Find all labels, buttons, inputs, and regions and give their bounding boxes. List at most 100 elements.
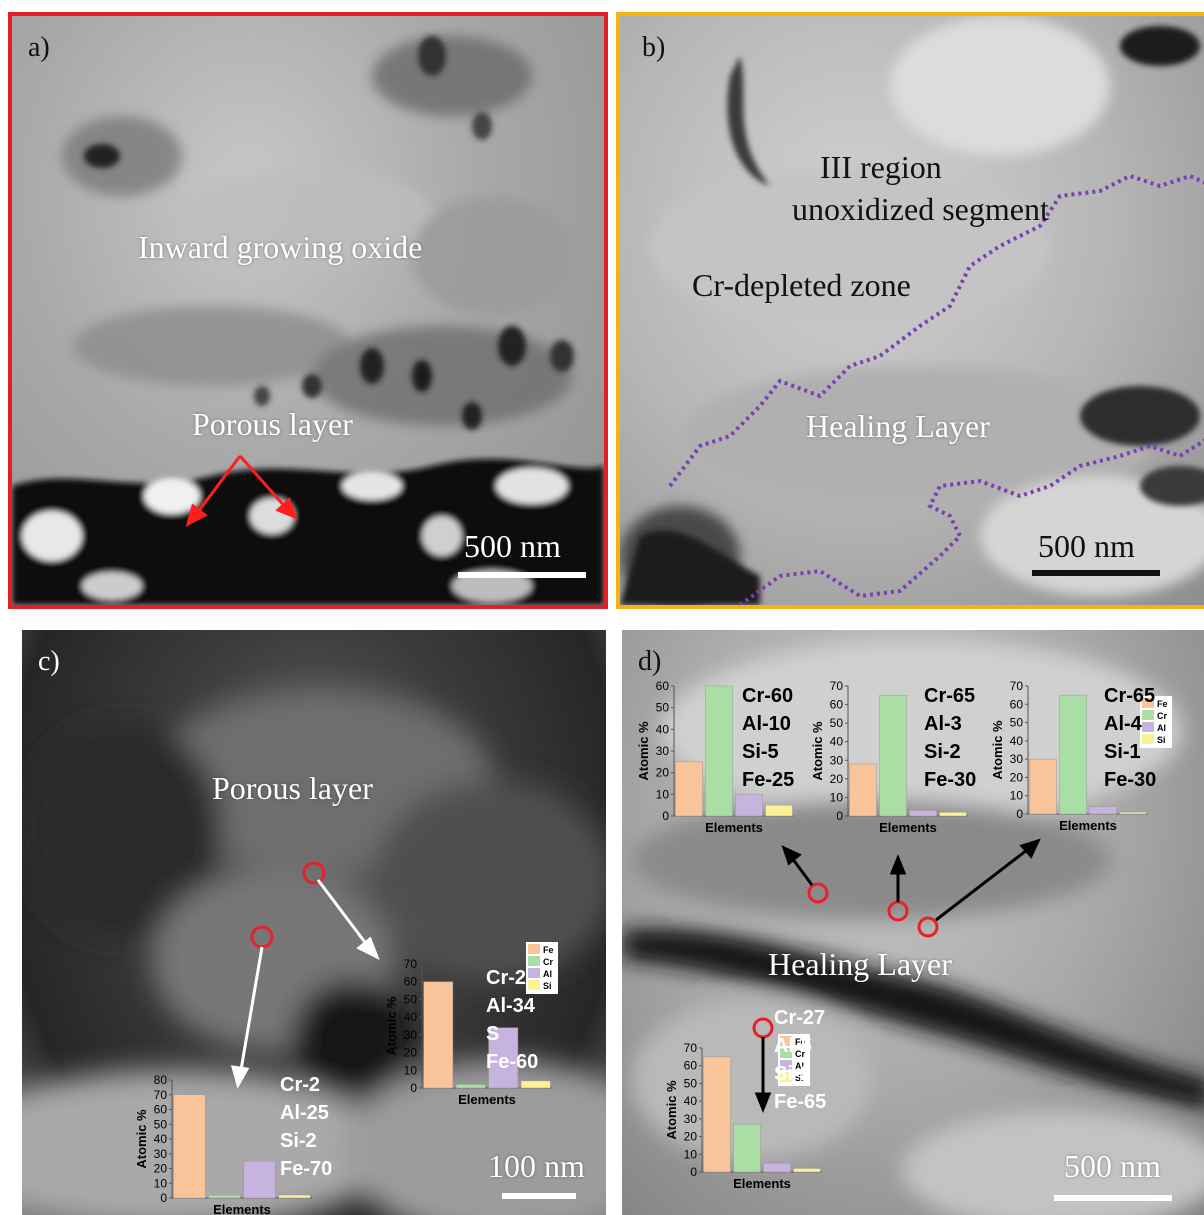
label-cr-depleted-zone: Cr-depleted zone	[692, 267, 911, 303]
label-inward-growing-oxide: Inward growing oxide	[138, 229, 423, 265]
composition-line: Si-1	[1104, 741, 1141, 763]
y-tick-label: 0	[410, 1081, 417, 1095]
bar-fe	[173, 1094, 206, 1199]
composition-d2: Cr-65 Al-3 Si-2 Fe-30	[924, 682, 976, 794]
legend-label-si: Si	[1157, 735, 1166, 745]
y-tick-label: 80	[154, 1073, 168, 1087]
eds-inset-d1: 0 10 20 30 40 50 60 Atomic % Elements Cr-60 Al-1…	[626, 679, 826, 842]
y-axis-label: Atomic %	[990, 720, 1005, 780]
y-axis-label: Atomic %	[384, 996, 399, 1056]
bar-fe	[1029, 758, 1057, 815]
bar-si	[520, 1080, 551, 1089]
legend-swatch-al	[1142, 722, 1154, 732]
y-axis-label: Atomic %	[664, 1080, 679, 1140]
composition-line: Si-2	[924, 741, 961, 763]
y-tick-label: 0	[160, 1191, 167, 1205]
legend-label-fe: Fe	[795, 1037, 806, 1047]
x-axis-label: Elements	[458, 1092, 516, 1107]
y-tick-label: 10	[684, 1147, 698, 1161]
y-tick-label: 30	[1010, 752, 1024, 766]
y-tick-label: 30	[154, 1147, 168, 1161]
bar-chart-d4: 0 10 20 30 40 50 60 70 Atomic % Elements Fe Cr Al Si	[664, 1034, 822, 1191]
bar-fe	[423, 981, 454, 1089]
y-tick-label: 10	[404, 1063, 418, 1077]
eds-inset-d2: 0 10 20 30 40 50 60 70 Atomic % Elements Cr-65 Al…	[808, 679, 988, 842]
eds-inset-d4: 0 10 20 30 40 50 60 70 Atomic % Elements Fe Cr Al Si …	[662, 1004, 912, 1194]
composition-line: Si-2	[280, 1130, 317, 1152]
y-tick-label: 60	[404, 975, 418, 989]
legend-swatch-al	[780, 1060, 792, 1070]
bar-si	[765, 804, 793, 817]
composition-line: Fe-30	[924, 769, 977, 791]
composition-c2: Cr-2 Al-25 Si-2 Fe-70	[280, 1071, 332, 1183]
stem-image-c	[22, 690, 606, 1215]
y-tick-label: 40	[684, 1094, 698, 1108]
y-tick-label: 40	[830, 735, 844, 749]
bar-cr	[879, 695, 907, 817]
composition-line: Si-2	[774, 1063, 811, 1085]
scale-bar	[1032, 570, 1160, 576]
panel-letter: a)	[28, 32, 50, 63]
label-healing-layer: Healing Layer	[806, 408, 990, 444]
bar-cr	[1059, 694, 1087, 815]
panel-b: b) III region unoxidized segment Cr-depl…	[616, 12, 1204, 609]
scale-bar	[458, 572, 586, 578]
legend-swatch-al	[528, 968, 540, 978]
x-axis-label: Elements	[705, 820, 763, 835]
composition-line: Al-34	[486, 995, 535, 1017]
panel-letter: d)	[638, 646, 662, 677]
panel-a: a) Inward growing oxide Porous layer 500…	[8, 12, 608, 609]
bar-chart-d3: 0 10 20 30 40 50 60 70 Atomic % Elements Fe Cr Al Si	[990, 679, 1172, 833]
composition-d4: Cr-27 Al-5 Si-2 Fe-65	[774, 1004, 826, 1116]
y-tick-label: 70	[404, 957, 418, 971]
eds-inset-c2: 0 10 20 30 40 50 60 70 80 Atomic % Elements Cr-2 A…	[132, 1058, 372, 1215]
y-tick-label: 70	[684, 1041, 698, 1055]
label-region-iii: III region	[820, 149, 942, 185]
y-tick-label: 60	[1010, 697, 1024, 711]
y-tick-label: 50	[1010, 716, 1024, 730]
legend-swatch-si	[1142, 734, 1154, 744]
y-tick-label: 40	[404, 1010, 418, 1024]
legend-swatch-fe	[780, 1036, 792, 1046]
composition-line: Cr-65	[924, 685, 976, 707]
legend-swatch-si	[780, 1072, 792, 1082]
y-tick-label: 50	[656, 701, 670, 715]
y-axis-label: Atomic %	[134, 1109, 149, 1169]
bar-si	[278, 1194, 311, 1199]
y-tick-label: 50	[830, 716, 844, 730]
y-tick-label: 40	[656, 722, 670, 736]
bar-si	[939, 812, 967, 817]
bar-al	[763, 1162, 791, 1173]
composition-line: Fe-70	[280, 1158, 333, 1180]
eds-inset-c1: 0 10 20 30 40 50 60 70 Atomic % Elements Fe Cr Al Si …	[382, 940, 582, 1107]
label-porous-layer: Porous layer	[192, 406, 353, 442]
y-tick-label: 60	[154, 1103, 168, 1117]
composition-line: Cr-2	[486, 967, 527, 989]
y-tick-label: 70	[830, 679, 844, 693]
panel-letter: b)	[642, 32, 666, 63]
scale-bar-label: 500 nm	[1064, 1148, 1161, 1184]
legend-swatch-fe	[1142, 698, 1154, 708]
bar-cr	[705, 685, 733, 817]
y-tick-label: 20	[404, 1046, 418, 1060]
eds-inset-d3: 0 10 20 30 40 50 60 70 Atomic % Elements Fe Cr Al Si …	[988, 679, 1204, 842]
y-tick-label: 60	[830, 698, 844, 712]
scale-bar	[1054, 1195, 1172, 1201]
y-tick-label: 50	[404, 992, 418, 1006]
panel-c: c) Porous layer 0 10 20 30 40 50 60 70 Atomic % E…	[22, 630, 606, 1215]
y-tick-label: 60	[656, 679, 670, 693]
y-tick-label: 10	[656, 787, 670, 801]
panel-letter: c)	[38, 646, 60, 677]
scale-bar	[502, 1193, 576, 1199]
y-tick-label: 50	[154, 1117, 168, 1131]
bar-fe	[849, 763, 877, 817]
scale-bar-label: 500 nm	[1038, 528, 1135, 564]
bar-chart-c1: 0 10 20 30 40 50 60 70 Atomic % Elements Fe Cr Al Si	[384, 942, 558, 1107]
composition-line: S	[486, 1023, 500, 1045]
scale-bar-label: 100 nm	[488, 1148, 585, 1184]
composition-line: Cr-2	[280, 1074, 321, 1096]
bar-cr	[208, 1194, 241, 1199]
bar-cr	[455, 1084, 486, 1089]
y-tick-label: 20	[1010, 770, 1024, 784]
